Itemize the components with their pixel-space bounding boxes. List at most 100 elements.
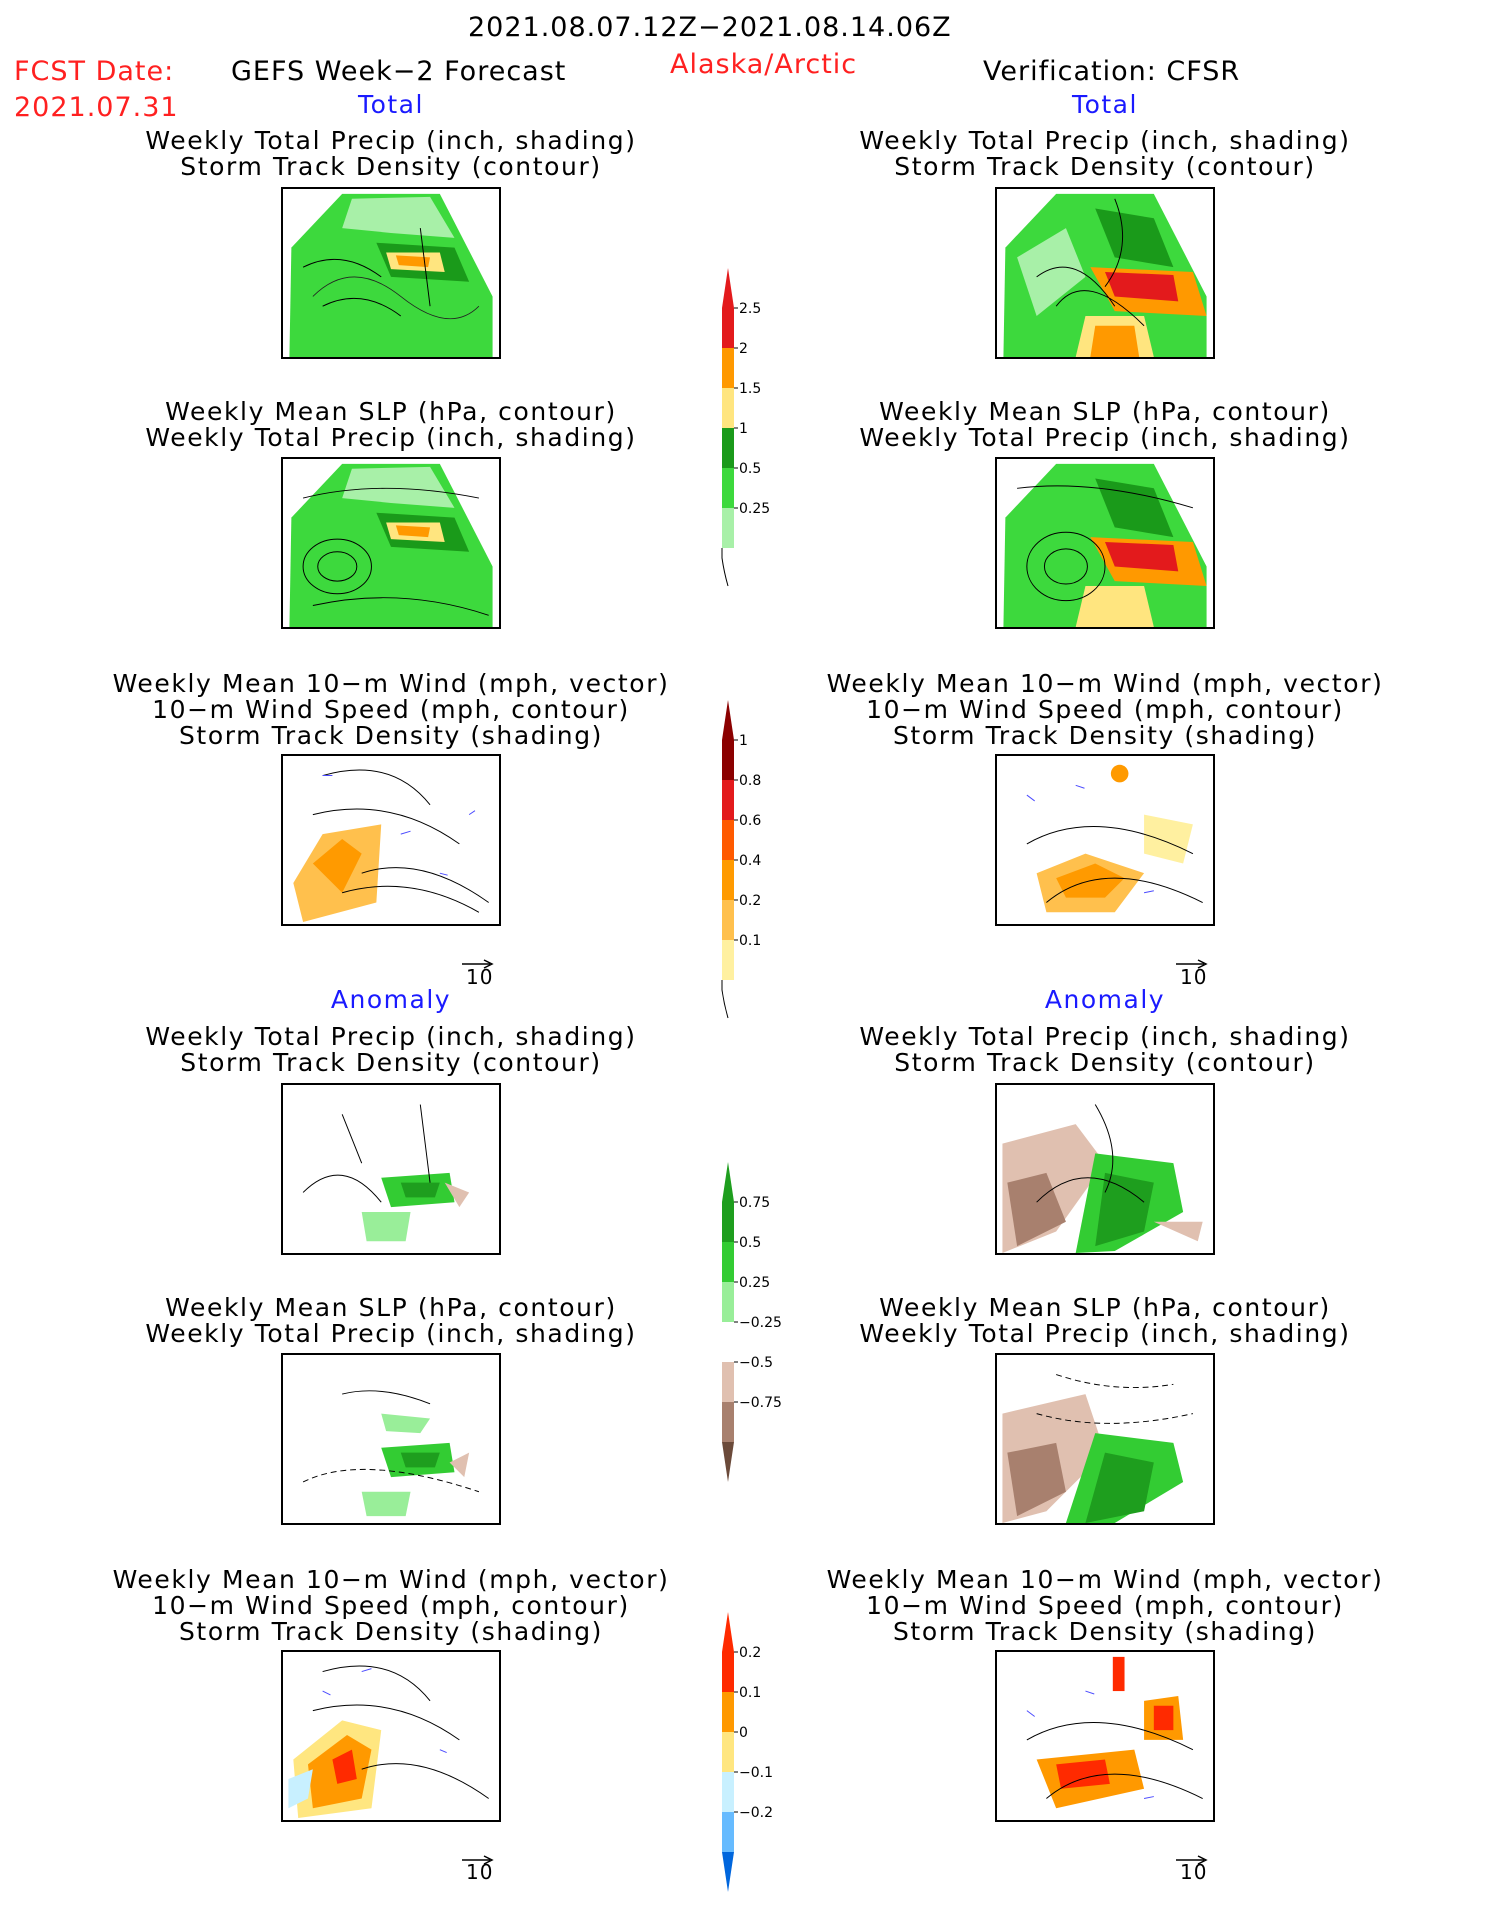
colorbar-label: −0.2 bbox=[739, 1805, 773, 1821]
title-l4-a: Weekly Total Precip (inch, shading) bbox=[145, 1022, 637, 1051]
colorbar-segment bbox=[722, 1362, 734, 1402]
colorbar-label: 0.2 bbox=[739, 893, 761, 909]
map-total-wind-storm-verification bbox=[995, 754, 1215, 926]
title-r3-b: 10−m Wind Speed (mph, contour) bbox=[866, 695, 1344, 724]
colorbar-segment bbox=[722, 1202, 734, 1242]
title-r1-a: Weekly Total Precip (inch, shading) bbox=[859, 126, 1351, 155]
title-l6-c: Storm Track Density (shading) bbox=[178, 1617, 604, 1646]
colorbar-segment bbox=[722, 780, 734, 820]
colorbar-segment bbox=[722, 900, 734, 940]
colorbar-tail bbox=[721, 548, 729, 587]
colorbar-label: 1.5 bbox=[739, 381, 761, 397]
colorbar-segment bbox=[722, 740, 734, 780]
colorbar-segment bbox=[722, 940, 734, 980]
title-l5-a: Weekly Mean SLP (hPa, contour) bbox=[165, 1293, 617, 1322]
title-r6-b: 10−m Wind Speed (mph, contour) bbox=[866, 1591, 1344, 1620]
map-total-slp-precip-forecast bbox=[281, 457, 501, 629]
map-total-precip-storm-verification bbox=[995, 187, 1215, 359]
title-l3-b: 10−m Wind Speed (mph, contour) bbox=[152, 695, 630, 724]
title-l6-b: 10−m Wind Speed (mph, contour) bbox=[152, 1591, 630, 1620]
fcst-date-value: 2021.07.31 bbox=[14, 92, 179, 123]
colorbar-storm-total: 1 0.8 0.6 0.4 0.2 0.1 bbox=[718, 700, 798, 1019]
title-r4-a: Weekly Total Precip (inch, shading) bbox=[859, 1022, 1351, 1051]
colorbar-segment bbox=[722, 1772, 734, 1812]
colorbar-segment bbox=[722, 1402, 734, 1442]
title-r6-c: Storm Track Density (shading) bbox=[892, 1617, 1318, 1646]
vector-ref-label: 10 bbox=[466, 1860, 494, 1884]
colorbar-label: 0.8 bbox=[739, 773, 761, 789]
colorbar-precip-total: 2.5 2 1.5 1 0.5 0.25 bbox=[718, 268, 798, 587]
colorbar-label: 0.1 bbox=[739, 933, 761, 949]
map-anomaly-slp-precip-verification bbox=[995, 1353, 1215, 1525]
colorbar-label: −0.5 bbox=[739, 1355, 773, 1371]
vector-ref-label: 10 bbox=[1180, 965, 1208, 989]
colorbar-segment bbox=[722, 348, 734, 388]
colorbar-label: 0.25 bbox=[739, 501, 770, 517]
map-total-slp-precip-verification bbox=[995, 457, 1215, 629]
title-l2-a: Weekly Mean SLP (hPa, contour) bbox=[165, 397, 617, 426]
colorbar-segment bbox=[722, 1322, 734, 1362]
section-total-right: Total bbox=[1072, 90, 1138, 119]
colorbar-label: 0.75 bbox=[739, 1195, 770, 1211]
map-anomaly-precip-storm-forecast bbox=[281, 1083, 501, 1255]
colorbar-segment bbox=[722, 468, 734, 508]
title-l3-a: Weekly Mean 10−m Wind (mph, vector) bbox=[112, 669, 670, 698]
map-anomaly-precip-storm-verification bbox=[995, 1083, 1215, 1255]
title-l1-b: Storm Track Density (contour) bbox=[180, 152, 602, 181]
title-r3-a: Weekly Mean 10−m Wind (mph, vector) bbox=[826, 669, 1384, 698]
colorbar-label: −0.25 bbox=[739, 1315, 782, 1331]
verification-source: Verification: CFSR bbox=[983, 56, 1241, 87]
map-anomaly-wind-storm-forecast bbox=[281, 1650, 501, 1822]
colorbar-label: 0.6 bbox=[739, 813, 761, 829]
colorbar-label: 2.5 bbox=[739, 301, 761, 317]
title-r5-b: Weekly Total Precip (inch, shading) bbox=[859, 1319, 1351, 1348]
arrow-right-icon bbox=[462, 954, 494, 973]
colorbar-segment bbox=[722, 428, 734, 468]
colorbar-segment bbox=[722, 508, 734, 548]
colorbar-segment bbox=[722, 388, 734, 428]
colorbar-segment bbox=[722, 1282, 734, 1322]
section-total-left: Total bbox=[358, 90, 424, 119]
title-l4-b: Storm Track Density (contour) bbox=[180, 1048, 602, 1077]
colorbar-end-top bbox=[722, 1162, 734, 1202]
region-name: Alaska/Arctic bbox=[670, 49, 858, 80]
colorbar-label: 0 bbox=[739, 1725, 748, 1741]
arrow-right-icon bbox=[1176, 1850, 1208, 1869]
colorbar-label: −0.75 bbox=[739, 1395, 782, 1411]
model-name: GEFS Week−2 Forecast bbox=[231, 56, 567, 87]
map-anomaly-wind-storm-verification bbox=[995, 1650, 1215, 1822]
title-r6-a: Weekly Mean 10−m Wind (mph, vector) bbox=[826, 1565, 1384, 1594]
colorbar-segment bbox=[722, 1732, 734, 1772]
colorbar-label: 0.25 bbox=[739, 1275, 770, 1291]
colorbar-label: 1 bbox=[739, 421, 748, 437]
valid-period: 2021.08.07.12Z−2021.08.14.06Z bbox=[468, 12, 952, 43]
colorbar-label: 2 bbox=[739, 341, 748, 357]
section-anomaly-left: Anomaly bbox=[330, 985, 452, 1014]
colorbar-segment bbox=[722, 308, 734, 348]
colorbar-segment bbox=[722, 1242, 734, 1282]
colorbar-label: 0.2 bbox=[739, 1645, 761, 1661]
colorbar-label: 0.4 bbox=[739, 853, 761, 869]
title-r3-c: Storm Track Density (shading) bbox=[892, 721, 1318, 750]
colorbar-storm-anomaly: 0.2 0.1 0 −0.1 −0.2 bbox=[718, 1612, 808, 1892]
colorbar-segment bbox=[722, 820, 734, 860]
colorbar-end-top bbox=[722, 1612, 734, 1652]
colorbar-segment bbox=[722, 1812, 734, 1852]
colorbar-label: −0.1 bbox=[739, 1765, 773, 1781]
vector-ref-label: 10 bbox=[1180, 1860, 1208, 1884]
vector-ref-label: 10 bbox=[466, 965, 494, 989]
section-anomaly-right: Anomaly bbox=[1044, 985, 1166, 1014]
colorbar-segment bbox=[722, 1692, 734, 1732]
title-r1-b: Storm Track Density (contour) bbox=[894, 152, 1316, 181]
colorbar-end-top bbox=[722, 268, 734, 308]
map-total-wind-storm-forecast bbox=[281, 754, 501, 926]
colorbar-label: 0.1 bbox=[739, 1685, 761, 1701]
colorbar-label: 0.5 bbox=[739, 1235, 761, 1251]
colorbar-tail bbox=[721, 980, 729, 1019]
map-total-precip-storm-forecast bbox=[281, 187, 501, 359]
title-l1-a: Weekly Total Precip (inch, shading) bbox=[145, 126, 637, 155]
title-r2-a: Weekly Mean SLP (hPa, contour) bbox=[879, 397, 1331, 426]
arrow-right-icon bbox=[1176, 954, 1208, 973]
title-l2-b: Weekly Total Precip (inch, shading) bbox=[145, 423, 637, 452]
title-r2-b: Weekly Total Precip (inch, shading) bbox=[859, 423, 1351, 452]
